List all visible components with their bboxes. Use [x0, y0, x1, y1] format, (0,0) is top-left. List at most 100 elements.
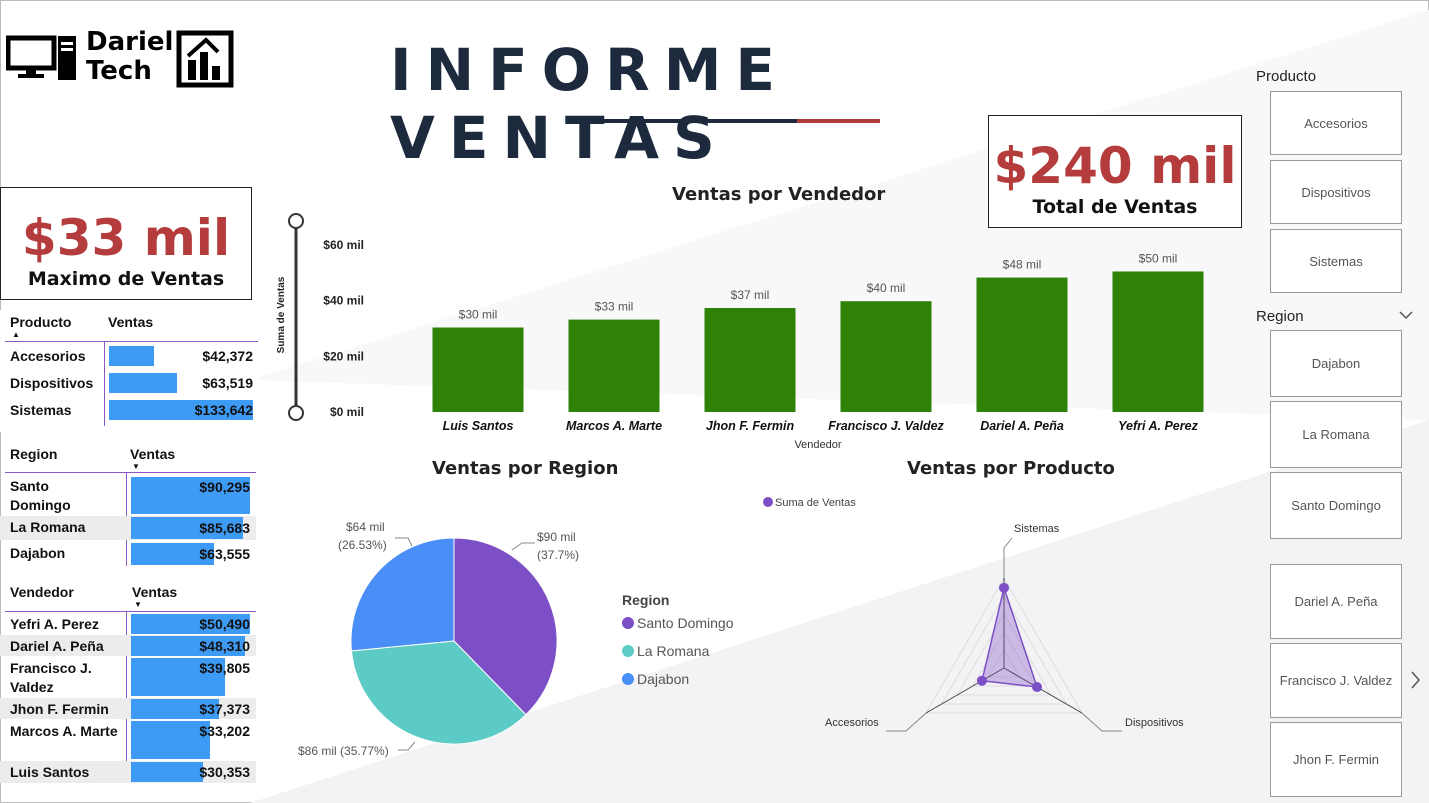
slicer-item-francisco[interactable]: Francisco J. Valdez [1270, 643, 1402, 718]
header-ventas[interactable]: Ventas [132, 584, 178, 600]
bar[interactable] [704, 307, 796, 412]
chart-logo-icon [176, 30, 234, 88]
pie-slice[interactable] [453, 537, 558, 716]
value-bar [131, 762, 203, 782]
pie-label-santo-domingo-pct: (37.7%) [537, 548, 579, 562]
table-row[interactable]: Santo Domingo $90,295 [10, 477, 250, 514]
sort-down-icon: ▼ [132, 462, 140, 471]
slicer-item-la-romana[interactable]: La Romana [1270, 401, 1402, 468]
radar-legend-label: Suma de Ventas [775, 497, 856, 509]
value-bar [131, 543, 214, 565]
logo-line1: Dariel [86, 27, 174, 57]
range-slider-handle-top[interactable] [288, 213, 304, 229]
radar-area [981, 585, 1039, 688]
bar[interactable] [568, 319, 660, 412]
range-slider-handle-bottom[interactable] [288, 405, 304, 421]
pie-label-la-romana: $86 mil (35.77%) [298, 744, 389, 758]
radar-point[interactable] [976, 675, 987, 686]
sort-up-icon: ▲ [12, 330, 20, 339]
table-row[interactable]: Marcos A. Marte $33,202 [0, 720, 256, 760]
kpi-max-card: $33 mil Maximo de Ventas [0, 187, 252, 300]
value-bar [131, 614, 250, 634]
radar-grid-ring [971, 630, 1037, 687]
chevron-down-icon[interactable] [1398, 309, 1414, 321]
computer-icon [5, 35, 76, 80]
radar-axis-dispositivos: Dispositivos [1125, 717, 1184, 729]
leader-line [395, 537, 413, 547]
pie-chart: $90 mil (37.7%) $64 mil (26.53%) $86 mil… [298, 520, 734, 758]
sort-down-icon: ▼ [134, 600, 142, 609]
y-tick-label: $0 mil [330, 405, 364, 419]
pie-slice[interactable] [350, 537, 455, 652]
radar-axis-line [925, 667, 1005, 714]
x-tick-label: Yefri A. Perez [1118, 419, 1198, 433]
slicer-item-dariel[interactable]: Dariel A. Peña [1270, 564, 1402, 639]
pie-label-santo-domingo-value: $90 mil [537, 530, 576, 544]
table-row[interactable]: Dariel A. Peña $48,310 [0, 635, 256, 656]
radar-axis-sistemas: Sistemas [1014, 523, 1060, 535]
radar-chart: Suma de Ventas Sistemas Dispositivos Acc… [763, 497, 1184, 732]
radar-legend-dot [763, 497, 773, 507]
bar[interactable] [1112, 271, 1204, 412]
slicer-item-dispositivos[interactable]: Dispositivos [1270, 160, 1402, 224]
slicer-item-sistemas[interactable]: Sistemas [1270, 229, 1402, 293]
header-divider [5, 472, 256, 473]
y-tick-label: $60 mil [323, 238, 364, 252]
column-divider [126, 612, 127, 783]
table-row[interactable]: Sistemas $133,642 [10, 400, 253, 420]
table-row[interactable]: Francisco J. Valdez $39,805 [10, 658, 250, 696]
chevron-right-icon[interactable] [1409, 670, 1421, 690]
header-ventas[interactable]: Ventas [108, 314, 154, 330]
slicer-item-santo-domingo[interactable]: Santo Domingo [1270, 472, 1402, 539]
radar-grid-ring [987, 649, 1021, 678]
table-vendedor: Vendedor Ventas ▼ Yefri A. Perez $50,490… [0, 582, 258, 787]
legend-santo-domingo[interactable]: Santo Domingo [637, 615, 734, 631]
radar-axis-accesorios: Accesorios [825, 717, 879, 729]
legend-la-romana[interactable]: La Romana [637, 643, 710, 659]
table-row[interactable]: La Romana $85,683 [0, 516, 256, 540]
kpi-total-card: $240 mil Total de Ventas [988, 115, 1242, 228]
table-row[interactable]: Yefri A. Perez $50,490 [10, 614, 250, 634]
pie-slice[interactable] [350, 640, 527, 745]
logo-line2: Tech [86, 56, 152, 86]
legend-dajabon[interactable]: Dajabon [637, 671, 689, 687]
slicer-item-accesorios[interactable]: Accesorios [1270, 91, 1402, 155]
table-row[interactable]: Accesorios $42,372 [10, 346, 253, 366]
pie-legend-title: Region [622, 592, 669, 608]
pie-label-dajabon-pct: (26.53%) [338, 538, 387, 552]
header-region[interactable]: Region [10, 446, 58, 462]
slicer-item-dajabon[interactable]: Dajabon [1270, 330, 1402, 397]
header-divider [5, 341, 258, 342]
value-bar [109, 373, 177, 393]
header-ventas[interactable]: Ventas [130, 446, 176, 462]
value-bar [131, 658, 225, 696]
header-producto[interactable]: Producto [10, 314, 72, 330]
legend-dot-dajabon [622, 673, 634, 685]
page-title: INFORME VENTAS [390, 36, 790, 172]
table-row[interactable]: Jhon F. Fermin $37,373 [0, 698, 256, 719]
radar-leader [1081, 712, 1122, 732]
bar-data-label: $50 mil [1139, 251, 1178, 265]
table-row[interactable]: Luis Santos $30,353 [0, 761, 256, 783]
radar-point[interactable] [999, 582, 1009, 593]
leader-line [398, 741, 416, 751]
bar-chart-title: Ventas por Vendedor [672, 184, 886, 205]
bar[interactable] [976, 277, 1068, 412]
legend-dot-santo-domingo [622, 617, 634, 629]
value-bar [109, 346, 154, 366]
radar-point[interactable] [1032, 682, 1043, 693]
radar-grid-ring [940, 594, 1068, 705]
value-bar [131, 517, 243, 539]
header-vendedor[interactable]: Vendedor [10, 584, 74, 600]
bar[interactable] [840, 301, 932, 412]
leader-line [511, 542, 535, 551]
kpi-max-value: $33 mil [21, 209, 231, 267]
x-tick-label: Dariel A. Peña [980, 419, 1064, 433]
bar-data-label: $40 mil [867, 281, 906, 295]
table-row[interactable]: Dajabon $63,555 [0, 542, 256, 566]
header-divider [5, 611, 256, 612]
slicer-item-jhon[interactable]: Jhon F. Fermin [1270, 722, 1402, 797]
table-row[interactable]: Dispositivos $63,519 [10, 373, 253, 393]
bar[interactable] [432, 327, 524, 412]
bar-chart: Suma de Ventas Vendedor $60 mil $40 mil $2… [276, 213, 1204, 451]
